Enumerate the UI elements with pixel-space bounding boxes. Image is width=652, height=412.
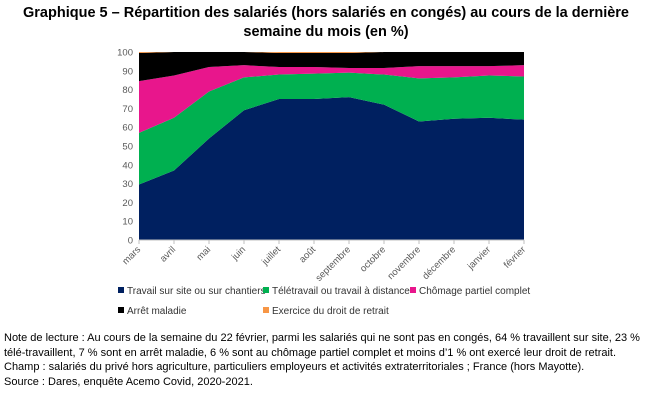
legend-label: Chômage partiel complet bbox=[419, 286, 531, 297]
legend-swatch bbox=[118, 287, 124, 293]
area-travail-sur-site-ou-sur-chantiers bbox=[139, 97, 524, 241]
area-exercice-du-droit-de-retrait bbox=[139, 52, 524, 53]
legend-swatch bbox=[263, 307, 269, 313]
x-tick-label: janvier bbox=[465, 244, 493, 272]
x-tick-label: avril bbox=[158, 244, 178, 264]
legend-swatch bbox=[410, 287, 416, 293]
legend-label: Télétravail ou travail à distance bbox=[272, 286, 410, 297]
y-tick-label: 10 bbox=[122, 217, 133, 228]
legend-label: Travail sur site ou sur chantiers bbox=[127, 286, 266, 297]
x-tick-label: juin bbox=[229, 244, 248, 263]
legend-item: Exercice du droit de retrait bbox=[263, 306, 389, 317]
y-tick-label: 90 bbox=[122, 66, 133, 77]
y-tick-label: 100 bbox=[117, 48, 133, 59]
y-tick-label: 20 bbox=[122, 198, 133, 209]
chart-title: Graphique 5 – Répartition des salariés (… bbox=[23, 5, 629, 40]
legend-item: Télétravail ou travail à distance bbox=[263, 286, 410, 297]
x-tick-label: mai bbox=[195, 244, 214, 263]
y-tick-label: 30 bbox=[122, 179, 133, 190]
x-tick-label: février bbox=[502, 244, 528, 270]
area-arr-t-maladie bbox=[139, 52, 524, 82]
legend-item: Travail sur site ou sur chantiers bbox=[118, 286, 266, 297]
y-tick-label: 80 bbox=[122, 85, 133, 96]
legend-swatch bbox=[263, 287, 269, 293]
legend-label: Arrêt maladie bbox=[127, 306, 187, 317]
area-t-l-travail-ou-travail-distance bbox=[139, 72, 524, 185]
legend-item: Arrêt maladie bbox=[118, 306, 186, 317]
x-tick-label: juillet bbox=[259, 244, 283, 268]
legend-item: Chômage partiel complet bbox=[410, 286, 530, 297]
x-tick-label: septembre bbox=[314, 244, 354, 284]
note-lecture: Note de lecture : Au cours de la semaine… bbox=[4, 332, 640, 359]
y-tick-label: 40 bbox=[122, 160, 133, 171]
legend-label: Exercice du droit de retrait bbox=[272, 306, 389, 317]
note-source: Source : Dares, enquête Acemo Covid, 202… bbox=[4, 375, 253, 388]
y-tick-label: 70 bbox=[122, 104, 133, 115]
x-tick-label: décembre bbox=[420, 244, 458, 282]
x-tick-label: novembre bbox=[385, 244, 423, 282]
y-tick-label: 60 bbox=[122, 123, 133, 134]
x-tick-label: octobre bbox=[358, 244, 388, 274]
area-ch-mage-partiel-complet bbox=[139, 65, 524, 133]
y-tick-label: 50 bbox=[122, 142, 133, 153]
notes: Note de lecture : Au cours de la semaine… bbox=[4, 331, 649, 389]
stacked-area-chart: 0 10 20 30 40 50 60 70 80 90 100 mars avril mai juin ju… bbox=[117, 48, 528, 284]
legend-swatch bbox=[118, 307, 124, 313]
x-tick-label: août bbox=[297, 244, 318, 265]
y-tick-label: 0 bbox=[128, 236, 133, 247]
x-tick-label: mars bbox=[120, 244, 143, 267]
note-champ: Champ : salariés du privé hors agricultu… bbox=[4, 361, 585, 374]
